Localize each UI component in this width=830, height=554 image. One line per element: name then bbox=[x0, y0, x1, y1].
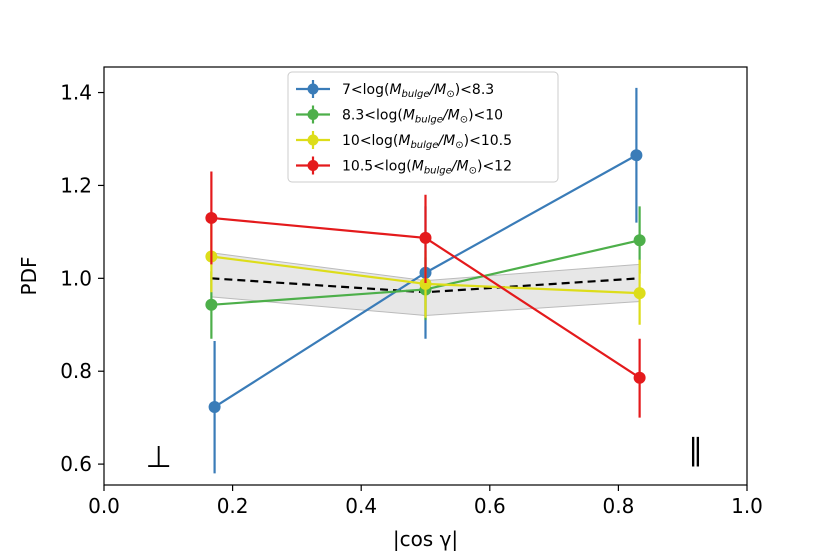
data-point bbox=[419, 231, 432, 244]
legend-label: 10<log(Mbulge/M⊙)<10.5 bbox=[342, 133, 512, 151]
y-tick-label: 0.8 bbox=[60, 359, 92, 383]
y-tick-label: 0.6 bbox=[60, 452, 92, 476]
legend-label-part: )<10 bbox=[468, 108, 503, 124]
legend-label-part: 10.5<log( bbox=[342, 159, 412, 175]
legend-marker bbox=[307, 109, 319, 120]
series-3 bbox=[205, 171, 646, 418]
legend-label-part: M bbox=[457, 159, 469, 175]
y-axis-label: PDF bbox=[17, 257, 41, 296]
data-point bbox=[633, 287, 646, 300]
legend-entry: 7<log(Mbulge/M⊙)<8.3 bbox=[296, 80, 494, 100]
x-tick-label: 0.8 bbox=[602, 494, 634, 518]
legend: 7<log(Mbulge/M⊙)<8.38.3<log(Mbulge/M⊙)<1… bbox=[287, 71, 559, 183]
legend-label-part: bulge bbox=[410, 140, 438, 151]
data-point bbox=[205, 298, 218, 311]
legend-label-part: M bbox=[403, 108, 415, 124]
legend-label-part: M bbox=[448, 108, 460, 124]
data-point bbox=[633, 371, 646, 384]
legend-label-part: M bbox=[412, 159, 424, 175]
y-tick-label: 1.2 bbox=[60, 173, 92, 197]
x-tick-label: 0.4 bbox=[345, 494, 377, 518]
x-tick-label: 1.0 bbox=[731, 494, 763, 518]
legend-box bbox=[287, 71, 559, 183]
annotation-symbol: ⊥ bbox=[146, 440, 172, 475]
legend-label-part: )<10.5 bbox=[464, 133, 512, 149]
legend-label-part: )<12 bbox=[477, 159, 512, 175]
legend-label-part: / bbox=[441, 108, 449, 124]
data-point bbox=[630, 149, 643, 162]
legend-marker bbox=[307, 134, 319, 146]
y-tick-label: 1.4 bbox=[60, 81, 92, 105]
legend-label-part: )<8.3 bbox=[455, 82, 494, 98]
annotation-layer: ⊥ ∥ bbox=[146, 433, 703, 475]
legend-label-part: ⊙ bbox=[446, 89, 454, 100]
legend-marker bbox=[307, 160, 319, 171]
legend-label-part: M bbox=[389, 82, 401, 98]
x-tick-label: 0.0 bbox=[88, 494, 120, 518]
series-layer bbox=[205, 87, 646, 474]
data-point bbox=[208, 400, 221, 413]
legend-label-part: / bbox=[450, 159, 458, 175]
legend-label-part: bulge bbox=[402, 89, 430, 100]
legend-label-part: M bbox=[434, 82, 446, 98]
y-tick-label: 1.0 bbox=[60, 266, 92, 290]
legend-label-part: 8.3<log( bbox=[342, 108, 403, 124]
legend-label-part: M bbox=[443, 133, 455, 149]
legend-label: 10.5<log(Mbulge/M⊙)<12 bbox=[342, 159, 512, 177]
legend-entry: 10<log(Mbulge/M⊙)<10.5 bbox=[296, 131, 512, 151]
x-axis-label: |cos γ| bbox=[393, 527, 458, 551]
data-point bbox=[205, 211, 218, 224]
legend-label-part: ⊙ bbox=[460, 115, 468, 126]
legend-entry: 8.3<log(Mbulge/M⊙)<10 bbox=[296, 105, 503, 126]
legend-label-part: bulge bbox=[415, 115, 443, 126]
legend-label: 7<log(Mbulge/M⊙)<8.3 bbox=[342, 82, 494, 100]
legend-label-part: ⊙ bbox=[469, 166, 477, 177]
x-tick-label: 0.2 bbox=[217, 494, 249, 518]
data-point bbox=[633, 234, 646, 247]
x-tick-label: 0.6 bbox=[474, 494, 506, 518]
legend-label-part: / bbox=[428, 82, 436, 98]
legend-label-part: 10<log( bbox=[342, 133, 398, 149]
tick-layer: 0.0 0.2 0.4 0.6 0.8 1.0 0.6 0.8 1.0 1.2 1.4 bbox=[60, 81, 763, 518]
series-2 bbox=[205, 220, 646, 325]
annotation-symbol: ∥ bbox=[688, 433, 703, 468]
legend-entry: 10.5<log(Mbulge/M⊙)<12 bbox=[296, 156, 512, 177]
legend-label-part: / bbox=[436, 133, 444, 149]
legend-label-part: M bbox=[398, 133, 410, 149]
legend-label-part: 7<log( bbox=[342, 82, 389, 98]
legend-label-part: ⊙ bbox=[455, 140, 463, 151]
plot-frame bbox=[103, 66, 748, 486]
legend-label-part: bulge bbox=[424, 166, 452, 177]
legend-marker bbox=[307, 83, 319, 95]
legend-label: 8.3<log(Mbulge/M⊙)<10 bbox=[342, 108, 503, 126]
data-point bbox=[419, 277, 432, 290]
